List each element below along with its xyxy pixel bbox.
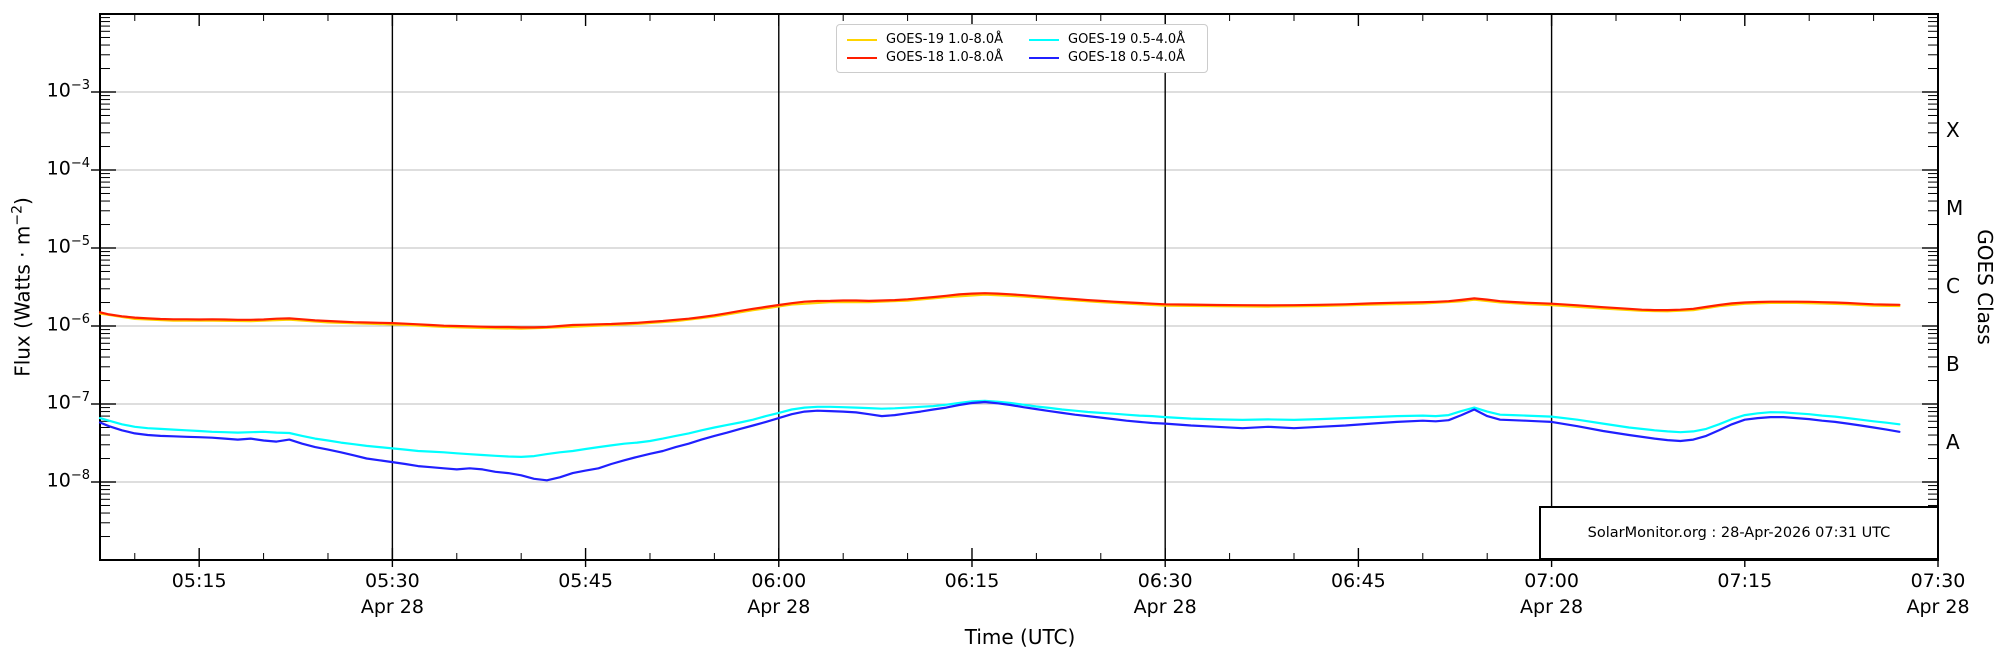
- x-tick-label: 07:00: [1524, 570, 1579, 592]
- flux-curve-0: [99, 293, 1901, 330]
- flux-curve-3: [98, 400, 1901, 482]
- goes-class-label-c: C: [1946, 274, 1960, 298]
- flux-curve-2: [98, 399, 1901, 458]
- legend-label-goes19-long: GOES-19 1.0-8.0Å: [886, 32, 1004, 47]
- x-tick-label: 05:15: [171, 570, 227, 592]
- legend-label-goes18-short: GOES-18 0.5-4.0Å: [1068, 50, 1186, 65]
- x-tick-date-label: Apr 28: [1133, 596, 1197, 618]
- y-tick-label: 10−4: [46, 156, 90, 180]
- legend-line-goes18-long-icon: [847, 56, 877, 59]
- legend: GOES-19 1.0-8.0Å GOES-19 0.5-4.0Å GOES-1…: [836, 24, 1208, 73]
- legend-item-goes18-short: GOES-18 0.5-4.0Å: [1029, 50, 1197, 65]
- y-axis-title-close: ): [10, 197, 35, 206]
- legend-line-goes19-long-icon: [847, 38, 877, 41]
- y-tick-label: 10−8: [46, 468, 90, 492]
- y-tick-label: 10−7: [46, 390, 90, 414]
- goes-class-label-x: X: [1946, 118, 1960, 142]
- goes-class-label-b: B: [1946, 352, 1960, 376]
- x-tick-date-label: Apr 28: [1906, 596, 1970, 618]
- x-tick-label: 06:30: [1137, 570, 1193, 592]
- y-axis-title-exponent: −2: [9, 205, 26, 226]
- x-tick-label: 07:15: [1717, 570, 1773, 592]
- legend-label-goes18-long: GOES-18 1.0-8.0Å: [886, 50, 1004, 65]
- y-axis-title: Flux (Watts · m−2): [10, 197, 35, 377]
- goes-class-label-a: A: [1946, 430, 1960, 454]
- x-tick-label: 07:30: [1910, 570, 1966, 592]
- y-tick-label: 10−3: [46, 78, 90, 102]
- x-tick-label: 06:00: [751, 570, 807, 592]
- right-axis-title: GOES Class: [1973, 229, 1997, 345]
- legend-item-goes19-long: GOES-19 1.0-8.0Å: [847, 32, 1015, 47]
- watermark: SolarMonitor.org : 28-Apr-2026 07:31 UTC: [1539, 506, 1939, 560]
- plot-frame: [99, 13, 1939, 561]
- legend-label-goes19-short: GOES-19 0.5-4.0Å: [1068, 32, 1186, 47]
- x-tick-date-label: Apr 28: [747, 596, 811, 618]
- x-tick-label: 05:30: [364, 570, 420, 592]
- x-tick-date-label: Apr 28: [360, 596, 424, 618]
- legend-line-goes19-short-icon: [1029, 38, 1059, 41]
- y-tick-label: 10−6: [46, 312, 90, 336]
- legend-line-goes18-short-icon: [1029, 56, 1059, 59]
- flux-curve-1: [98, 292, 1901, 329]
- x-tick-label: 06:15: [944, 570, 1000, 592]
- legend-item-goes18-long: GOES-18 1.0-8.0Å: [847, 50, 1015, 65]
- goes-class-label-m: M: [1946, 196, 1964, 220]
- x-axis-title: Time (UTC): [964, 625, 1076, 649]
- legend-item-goes19-short: GOES-19 0.5-4.0Å: [1029, 32, 1197, 47]
- x-tick-label: 05:45: [558, 570, 613, 592]
- x-tick-label: 06:45: [1331, 570, 1386, 592]
- x-tick-date-label: Apr 28: [1520, 596, 1584, 618]
- y-tick-label: 10−5: [46, 234, 90, 258]
